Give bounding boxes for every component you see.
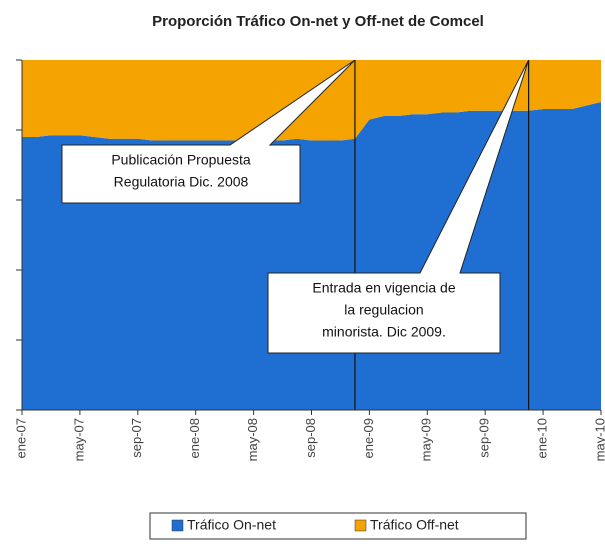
callout — [267, 59, 530, 354]
annotation-text: Publicación Propuesta — [111, 152, 251, 168]
x-tick-label: sep-09 — [477, 418, 492, 458]
x-tick-label: ene-09 — [361, 418, 376, 458]
annotation-text: minorista. Dic 2009. — [322, 324, 446, 340]
callout — [61, 59, 356, 204]
x-tick-label: sep-08 — [303, 418, 318, 458]
annotation-text: la regulacion — [344, 302, 423, 318]
x-tick-label: may-07 — [71, 418, 86, 461]
x-tick-label: may-09 — [419, 418, 434, 461]
annotation-text: Entrada en vigencia de — [312, 280, 455, 296]
chart-title: Proporción Tráfico On-net y Off-net de C… — [152, 13, 484, 30]
x-tick-label: may-08 — [245, 418, 260, 461]
legend-swatch — [171, 519, 184, 532]
legend-label: Tráfico On-net — [187, 517, 276, 533]
legend-box — [149, 512, 527, 540]
x-tick-label: may-10 — [592, 418, 605, 461]
x-tick-label: sep-07 — [129, 418, 144, 458]
annotation-text: Regulatoria Dic. 2008 — [114, 174, 249, 190]
x-tick-label: ene-08 — [187, 418, 202, 458]
x-tick-label: ene-10 — [535, 418, 550, 458]
legend-swatch — [354, 519, 367, 532]
legend-label: Tráfico Off-net — [370, 517, 459, 533]
x-tick-label: ene-07 — [13, 418, 28, 458]
